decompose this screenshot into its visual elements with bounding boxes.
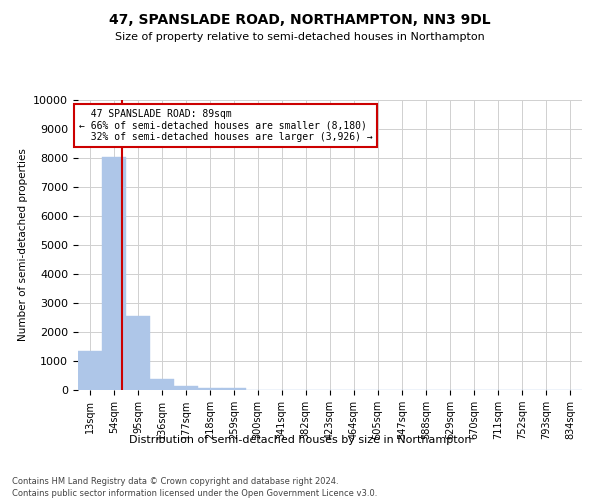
Text: Size of property relative to semi-detached houses in Northampton: Size of property relative to semi-detach…	[115, 32, 485, 42]
Y-axis label: Number of semi-detached properties: Number of semi-detached properties	[18, 148, 28, 342]
Bar	[198, 388, 222, 390]
Text: Contains HM Land Registry data © Crown copyright and database right 2024.: Contains HM Land Registry data © Crown c…	[12, 478, 338, 486]
Text: 47, SPANSLADE ROAD, NORTHAMPTON, NN3 9DL: 47, SPANSLADE ROAD, NORTHAMPTON, NN3 9DL	[109, 12, 491, 26]
Text: 47 SPANSLADE ROAD: 89sqm
← 66% of semi-detached houses are smaller (8,180)
  32%: 47 SPANSLADE ROAD: 89sqm ← 66% of semi-d…	[79, 108, 373, 142]
Bar	[126, 316, 150, 390]
Bar	[222, 388, 246, 390]
Bar	[102, 156, 126, 390]
Bar	[78, 351, 102, 390]
Bar	[150, 379, 174, 390]
Text: Contains public sector information licensed under the Open Government Licence v3: Contains public sector information licen…	[12, 489, 377, 498]
Text: Distribution of semi-detached houses by size in Northampton: Distribution of semi-detached houses by …	[129, 435, 471, 445]
Bar	[174, 386, 198, 390]
